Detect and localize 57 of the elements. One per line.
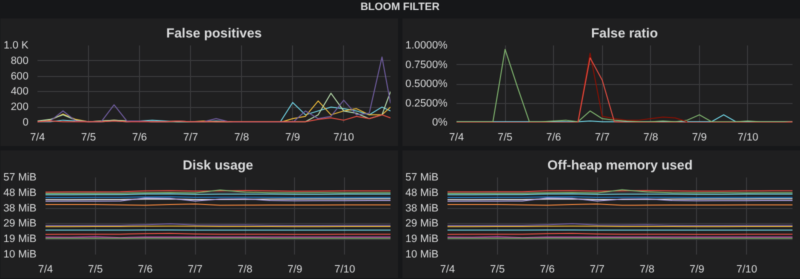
y-tick-label: 57 MiB	[405, 172, 439, 184]
y-tick-label: 0.2500%	[405, 97, 448, 110]
y-tick-label: 10 MiB	[405, 248, 439, 260]
x-tick-label: 7/7	[183, 132, 198, 144]
x-tick-label: 7/7	[188, 264, 203, 276]
y-tick-label: 0%	[432, 116, 448, 128]
x-tick-label: 7/5	[81, 132, 96, 144]
chart-title: False positives	[166, 26, 262, 40]
x-tick-label: 7/8	[234, 132, 250, 144]
x-tick-label: 7/6	[132, 132, 148, 144]
x-tick-label: 7/7	[590, 264, 605, 276]
y-tick-label: 800	[10, 54, 29, 67]
y-tick-label: 400	[10, 86, 29, 98]
x-tick-label: 7/4	[38, 264, 53, 276]
x-tick-label: 7/10	[736, 264, 758, 276]
y-tick-label: 38 MiB	[405, 202, 439, 214]
y-tick-label: 19 MiB	[405, 233, 439, 246]
chart-title: False ratio	[591, 26, 658, 40]
x-tick-label: 7/8	[640, 264, 654, 276]
y-tick-label: 1.0000%	[405, 40, 448, 52]
y-tick-label: 10 MiB	[3, 248, 37, 260]
y-tick-label: 1.0 K	[4, 40, 29, 52]
x-tick-label: 7/9	[285, 132, 300, 144]
x-tick-label: 7/5	[490, 264, 505, 276]
x-tick-label: 7/8	[643, 132, 658, 144]
x-tick-label: 7/5	[498, 132, 513, 144]
x-tick-label: 7/4	[30, 132, 45, 144]
x-tick-label: 7/9	[692, 132, 707, 144]
y-tick-label: 0.5000%	[405, 78, 448, 90]
x-tick-label: 7/4	[440, 264, 455, 276]
x-tick-label: 7/8	[238, 264, 252, 276]
y-tick-label: 48 MiB	[405, 186, 439, 199]
chart-title: Disk usage	[182, 158, 254, 172]
x-tick-label: 7/5	[88, 264, 103, 276]
y-tick-label: 29 MiB	[405, 218, 439, 230]
x-tick-label: 7/4	[449, 132, 464, 144]
x-tick-label: 7/10	[334, 264, 356, 276]
y-tick-label: 19 MiB	[3, 233, 37, 246]
x-tick-label: 7/9	[287, 264, 302, 276]
y-tick-label: 38 MiB	[3, 202, 37, 214]
line-series	[577, 52, 688, 122]
x-tick-label: 7/10	[738, 132, 758, 144]
x-tick-label: 7/7	[594, 132, 610, 144]
x-tick-label: 7/6	[546, 132, 562, 144]
x-tick-label: 7/6	[540, 264, 555, 276]
x-tick-label: 7/6	[138, 264, 153, 276]
y-tick-label: 0.7500%	[405, 58, 448, 71]
chart-title: Off-heap memory used	[547, 158, 693, 172]
y-tick-label: 48 MiB	[3, 186, 37, 199]
y-tick-label: 200	[10, 101, 29, 114]
y-tick-label: 57 MiB	[3, 172, 37, 184]
y-tick-label: 0	[22, 116, 29, 128]
x-tick-label: 7/10	[333, 132, 354, 144]
y-tick-label: 600	[10, 70, 29, 82]
y-tick-label: 29 MiB	[3, 218, 37, 230]
x-tick-label: 7/9	[689, 264, 704, 276]
text: BLOOM FILTER	[360, 1, 440, 13]
